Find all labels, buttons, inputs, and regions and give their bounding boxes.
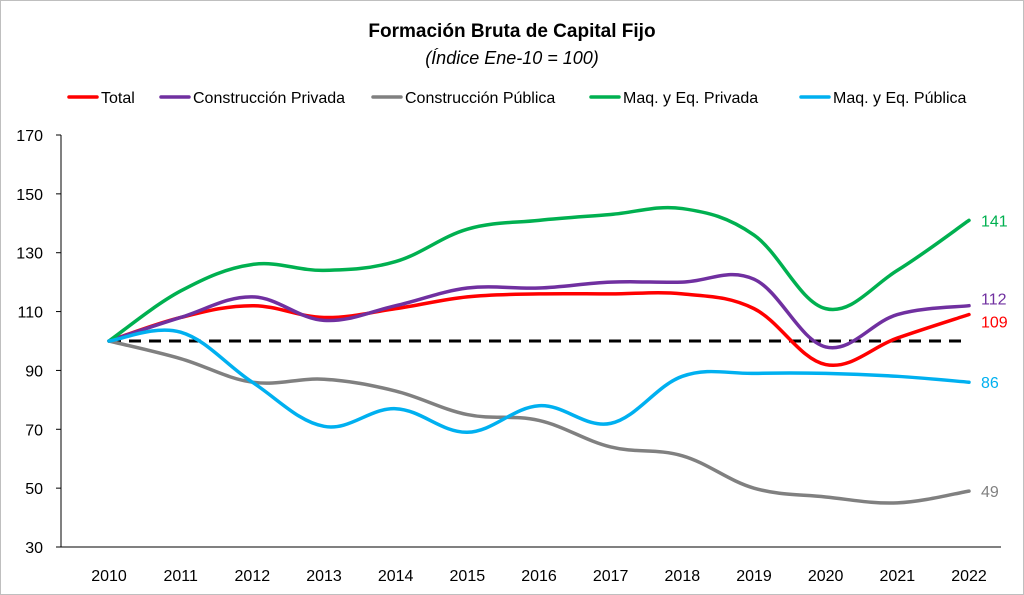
- x-tick-label: 2018: [665, 568, 701, 585]
- legend-label-total: Total: [101, 90, 135, 107]
- y-tick-label: 70: [25, 422, 43, 439]
- y-tick-label: 110: [17, 305, 43, 322]
- end-label-maq-y-eq-publica: 86: [981, 375, 999, 392]
- x-tick-label: 2021: [880, 568, 916, 585]
- series-group: [107, 205, 971, 505]
- series-line-construccion-privada: [107, 272, 971, 350]
- series-line-total: [107, 290, 971, 368]
- x-tick-label: 2015: [450, 568, 486, 585]
- x-tick-label: 2017: [593, 568, 629, 585]
- x-tick-label: 2012: [235, 568, 271, 585]
- y-tick-label: 170: [16, 128, 43, 145]
- y-tick-label: 130: [16, 246, 43, 263]
- legend: Total Construcción Privada Construcción Pú…: [67, 90, 967, 107]
- legend-label-maq-y-eq-publica: Maq. y Eq. Pública: [833, 90, 967, 107]
- chart-subtitle: (Índice Ene-10 = 100): [425, 48, 599, 68]
- legend-label-construccion-privada: Construcción Privada: [193, 90, 345, 107]
- x-tick-label: 2011: [163, 568, 198, 585]
- y-tick-label: 150: [16, 187, 43, 204]
- series-line-maq-y-eq-publica: [107, 328, 971, 434]
- legend-label-maq-y-eq-privada: Maq. y Eq. Privada: [623, 90, 758, 107]
- end-label-construccion-privada: 112: [981, 292, 1007, 309]
- end-labels-group: 109 112 49 141 86: [981, 213, 1008, 501]
- axes: 30 50 70 90 110 130 150 170 2010 2011 2012 2013 2014…: [16, 128, 1001, 585]
- legend-label-construccion-publica: Construcción Pública: [405, 90, 555, 107]
- x-tick-label: 2020: [808, 568, 844, 585]
- x-tick-label: 2013: [306, 568, 342, 585]
- x-tick-label: 2014: [378, 568, 414, 585]
- x-tick-label: 2022: [951, 568, 987, 585]
- end-label-construccion-publica: 49: [981, 484, 999, 501]
- series-line-maq-y-eq-privada: [107, 205, 971, 343]
- end-label-maq-y-eq-privada: 141: [981, 213, 1008, 230]
- x-tick-label: 2019: [736, 568, 772, 585]
- y-tick-label: 50: [25, 481, 43, 498]
- x-tick-label: 2010: [91, 568, 127, 585]
- chart-title: Formación Bruta de Capital Fijo: [368, 21, 655, 42]
- y-tick-label: 30: [25, 540, 43, 557]
- y-tick-label: 90: [25, 363, 43, 380]
- x-tick-label: 2016: [521, 568, 557, 585]
- end-label-total: 109: [981, 315, 1008, 332]
